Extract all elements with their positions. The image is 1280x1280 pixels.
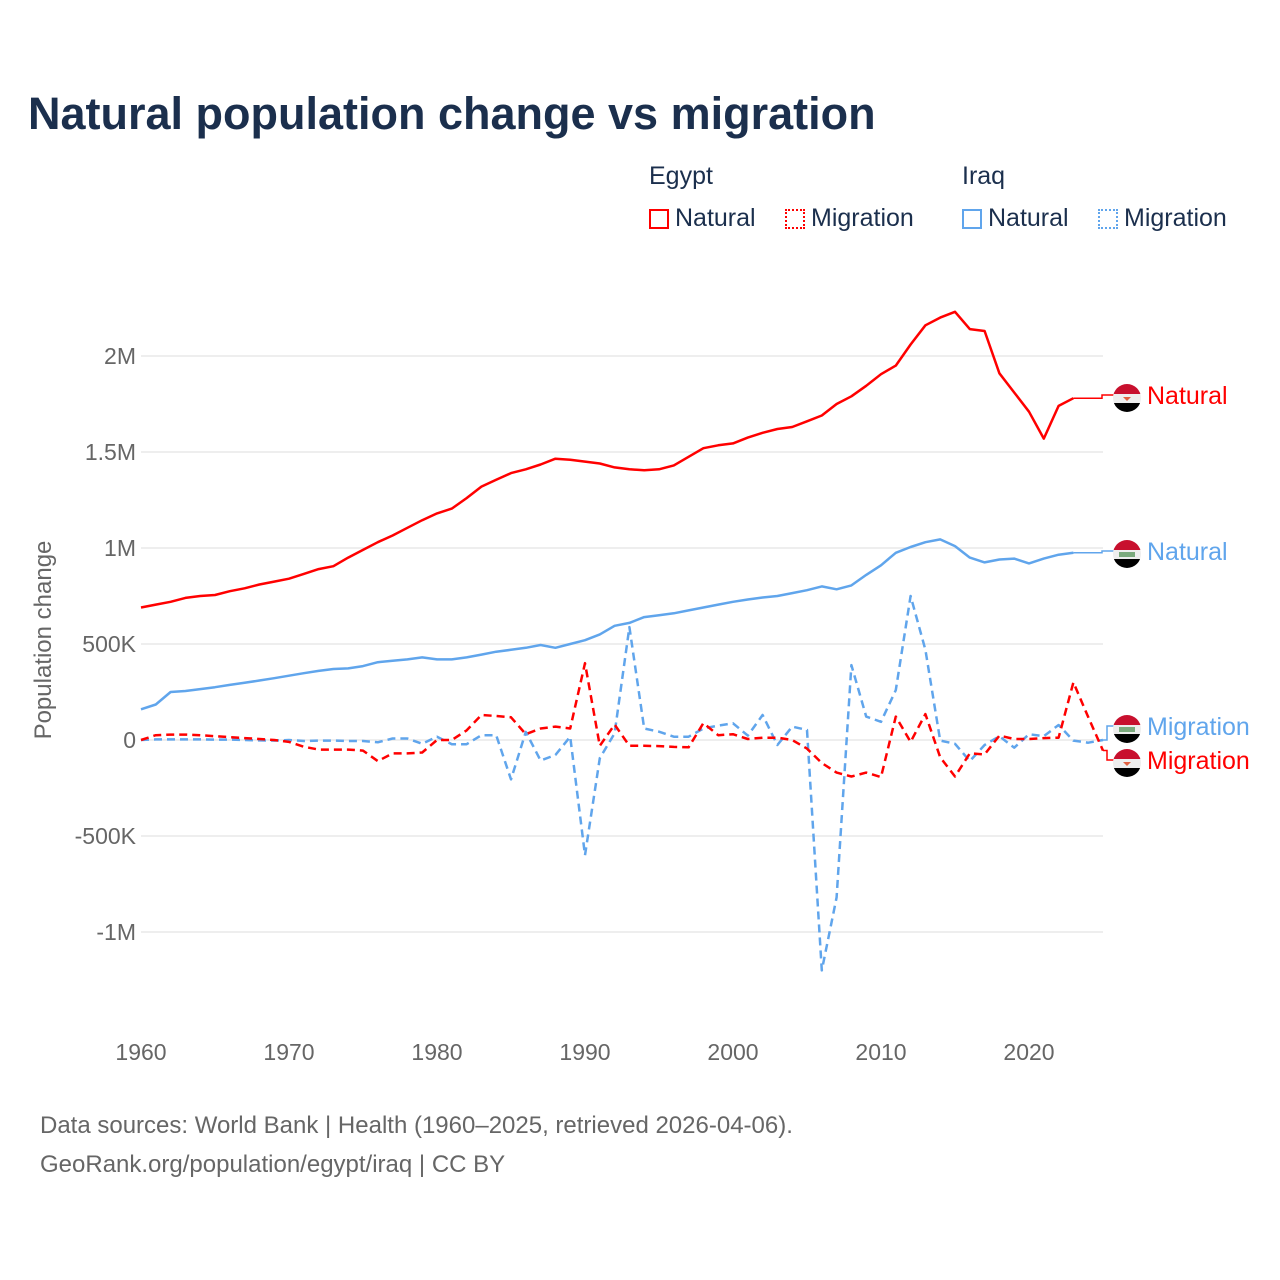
label-connector [1103, 725, 1114, 741]
series-line-egypt-migration [140, 661, 1105, 779]
series-end-label: Migration [1147, 747, 1250, 775]
label-connector [1073, 550, 1114, 554]
series-line-iraq-natural [140, 538, 1074, 711]
flag-stripe [1113, 715, 1141, 725]
x-tick-label: 1980 [411, 1039, 462, 1065]
data-source-text: Data sources: World Bank | Health (1960–… [40, 1112, 793, 1139]
egypt-flag-icon [1113, 384, 1141, 412]
y-tick-label: 1M [104, 535, 136, 561]
iraq-flag-icon [1113, 540, 1141, 568]
dotted-swatch-icon [1098, 208, 1118, 229]
x-tick-label: 1990 [559, 1039, 610, 1065]
eagle-emblem [1123, 397, 1131, 401]
dotted-swatch-icon [785, 208, 805, 229]
flag-stripe [1113, 559, 1141, 568]
legend-group-egypt: Egypt Natural Migration [649, 162, 949, 232]
y-tick-label: -1M [96, 919, 136, 945]
solid-swatch-icon [649, 208, 669, 229]
solid-swatch-icon [962, 208, 982, 229]
x-tick-label: 2010 [855, 1039, 906, 1065]
series-line-iraq-migration [140, 594, 1104, 972]
x-tick-label: 2020 [1003, 1039, 1054, 1065]
legend-label: Natural [988, 204, 1069, 232]
series-end-label: Natural [1147, 382, 1228, 410]
flag-stripe [1113, 384, 1141, 394]
series-end-label: Natural [1147, 538, 1228, 566]
y-tick-label: -500K [75, 823, 137, 849]
series-end-label: Migration [1147, 713, 1250, 741]
flag-stripe [1113, 403, 1141, 412]
x-tick-label: 1970 [263, 1039, 314, 1065]
legend-group-title: Egypt [649, 162, 713, 190]
label-connector [1103, 749, 1114, 761]
legend-item-egypt-natural[interactable]: Natural [649, 204, 756, 233]
legend-item-egypt-migration[interactable]: Migration [785, 204, 914, 233]
iraq-flag-icon [1113, 715, 1141, 743]
legend-label: Migration [811, 204, 914, 232]
attribution-text: GeoRank.org/population/egypt/iraq | CC B… [40, 1151, 506, 1178]
x-tick-label: 2000 [707, 1039, 758, 1065]
y-tick-label: 2M [104, 343, 136, 369]
flag-stripe [1113, 749, 1141, 759]
flag-stripe [1113, 768, 1141, 777]
legend-item-iraq-natural[interactable]: Natural [962, 204, 1069, 233]
footer: Data sources: World Bank | Health (1960–… [40, 1106, 793, 1184]
chart-title: Natural population change vs migration [28, 88, 876, 139]
x-tick-label: 1960 [115, 1039, 166, 1065]
legend-group-title: Iraq [962, 162, 1006, 190]
flag-stripe [1113, 734, 1141, 743]
legend-label: Natural [675, 204, 756, 232]
legend-group-iraq: Iraq Natural Migration [962, 162, 1262, 232]
y-axis-label: Population change [30, 541, 57, 740]
y-tick-label: 1.5M [85, 439, 136, 465]
egypt-flag-icon [1113, 749, 1141, 777]
takbir-emblem [1119, 727, 1135, 732]
y-tick-label: 0 [123, 727, 136, 753]
eagle-emblem [1123, 762, 1131, 766]
label-connector [1073, 394, 1114, 399]
y-tick-label: 500K [82, 631, 136, 657]
legend-label: Migration [1124, 204, 1227, 232]
series-line-egypt-natural [140, 310, 1074, 609]
flag-stripe [1113, 540, 1141, 550]
takbir-emblem [1119, 552, 1135, 557]
legend-item-iraq-migration[interactable]: Migration [1098, 204, 1227, 233]
